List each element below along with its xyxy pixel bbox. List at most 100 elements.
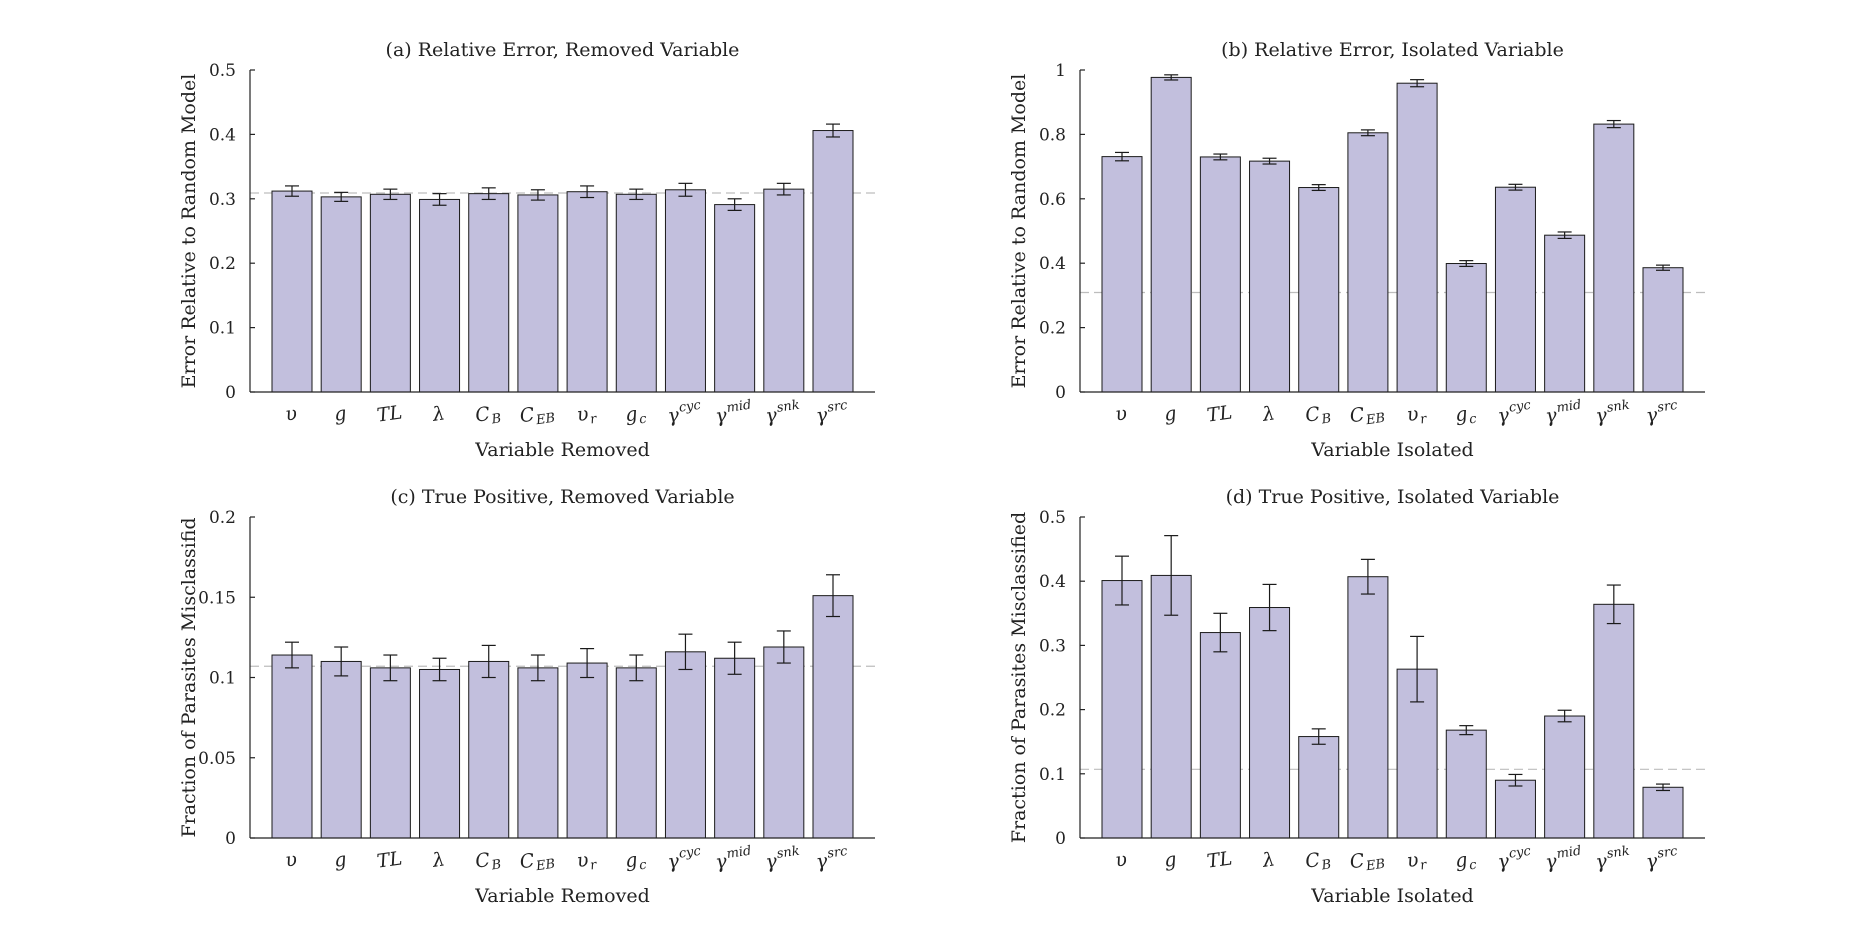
category-base: γ [714,850,729,873]
x-axis-label: Variable Isolated [1310,439,1473,461]
category-superscript: cyc [678,844,702,862]
bar [1249,160,1291,393]
x-tick-label: gc [624,848,648,876]
category-base: g [624,403,639,426]
error-bar [678,633,693,671]
chart-title: (d) True Positive, Isolated Variable [1226,486,1560,508]
bar [271,190,313,393]
bar [812,595,854,839]
category-base: C [1348,403,1366,427]
x-tick-label: γsrc [1644,398,1680,427]
x-tick-label: TL [1205,847,1233,872]
bar [566,662,608,839]
x-axis-label: Variable Removed [474,439,649,461]
category-superscript: snk [1606,844,1631,862]
x-tick-label: γsnk [764,844,803,874]
category-base: γ [815,850,830,873]
x-tick-label: γmid [713,398,753,428]
category-base: γ [666,850,681,873]
category-base: TL [1205,847,1233,872]
x-tick-label: υr [575,848,598,875]
x-tick-label: γmid [1543,398,1583,428]
category-subscript: B [490,857,503,873]
x-tick-label: gc [1454,848,1478,876]
category-subscript: r [589,858,598,874]
chart-title: (b) Relative Error, Isolated Variable [1221,39,1564,61]
category-base: γ [764,404,779,427]
category-base: g [1163,402,1178,425]
bar [1494,186,1536,393]
error-bar [1410,635,1425,703]
category-subscript: B [490,411,503,427]
bar [1544,715,1586,839]
error-bar [1164,74,1179,81]
category-base: υ [1114,848,1129,871]
y-tick-label: 0.2 [209,254,236,274]
error-bar [1606,584,1621,625]
category-base: C [1304,849,1322,873]
bar [1494,779,1536,839]
bar [763,646,805,839]
bar [664,189,706,393]
x-tick-label: υ [1114,848,1129,871]
x-tick-label: γcyc [1496,844,1534,874]
category-superscript: mid [1556,398,1583,416]
error-bar [334,191,349,202]
category-subscript: r [1419,858,1428,874]
x-tick-label: γsnk [764,398,803,428]
category-superscript: mid [726,398,753,416]
x-tick-label: gc [624,402,648,430]
category-subscript: B [1320,857,1333,873]
bar [763,188,805,393]
bar [1199,632,1241,839]
bar [615,667,657,839]
bar [369,193,411,393]
category-base: υ [1405,849,1420,872]
error-bar [1557,231,1572,240]
category-base: υ [575,403,590,426]
bar [1445,729,1487,839]
error-bar [1459,260,1474,268]
bar [1298,736,1340,839]
category-superscript: cyc [678,398,702,416]
bar [517,667,559,839]
category-subscript: c [1468,858,1478,874]
category-base: γ [1594,404,1609,427]
x-tick-label: γsnk [1594,398,1633,428]
error-bar [727,641,742,675]
category-base: g [1454,849,1469,872]
error-bar [1164,535,1179,616]
error-bar [1262,583,1277,632]
error-bar [383,654,398,682]
x-tick-label: γcyc [666,398,704,428]
category-base: C [518,403,536,427]
category-superscript: snk [1606,398,1631,416]
x-tick-label: CB [1304,401,1332,429]
category-base: γ [764,850,779,873]
category-base: C [474,403,492,427]
x-tick-label: CB [474,401,502,429]
error-bar [530,189,545,201]
category-base: γ [1544,850,1559,873]
x-tick-label: TL [375,401,403,426]
error-bar [432,657,447,682]
category-base: γ [666,404,681,427]
y-axis-label: Error Relative to Random Model [178,74,200,389]
error-bar [530,654,545,682]
category-base: γ [714,404,729,427]
bar [419,198,461,393]
category-subscript: B [1320,411,1333,427]
x-tick-label: g [333,402,348,425]
error-bar [1311,184,1326,192]
category-superscript: src [1656,398,1679,416]
y-axis-label: Fraction of Parasites Misclassified [1008,512,1030,843]
category-superscript: mid [726,844,753,862]
category-subscript: c [638,858,648,874]
category-base: γ [1496,404,1511,427]
x-tick-label: γcyc [1496,398,1534,428]
category-superscript: src [1656,844,1679,862]
error-bar [1606,119,1621,129]
error-bar [826,123,840,138]
x-tick-label: γmid [713,844,753,874]
y-tick-label: 0.4 [1039,572,1066,592]
